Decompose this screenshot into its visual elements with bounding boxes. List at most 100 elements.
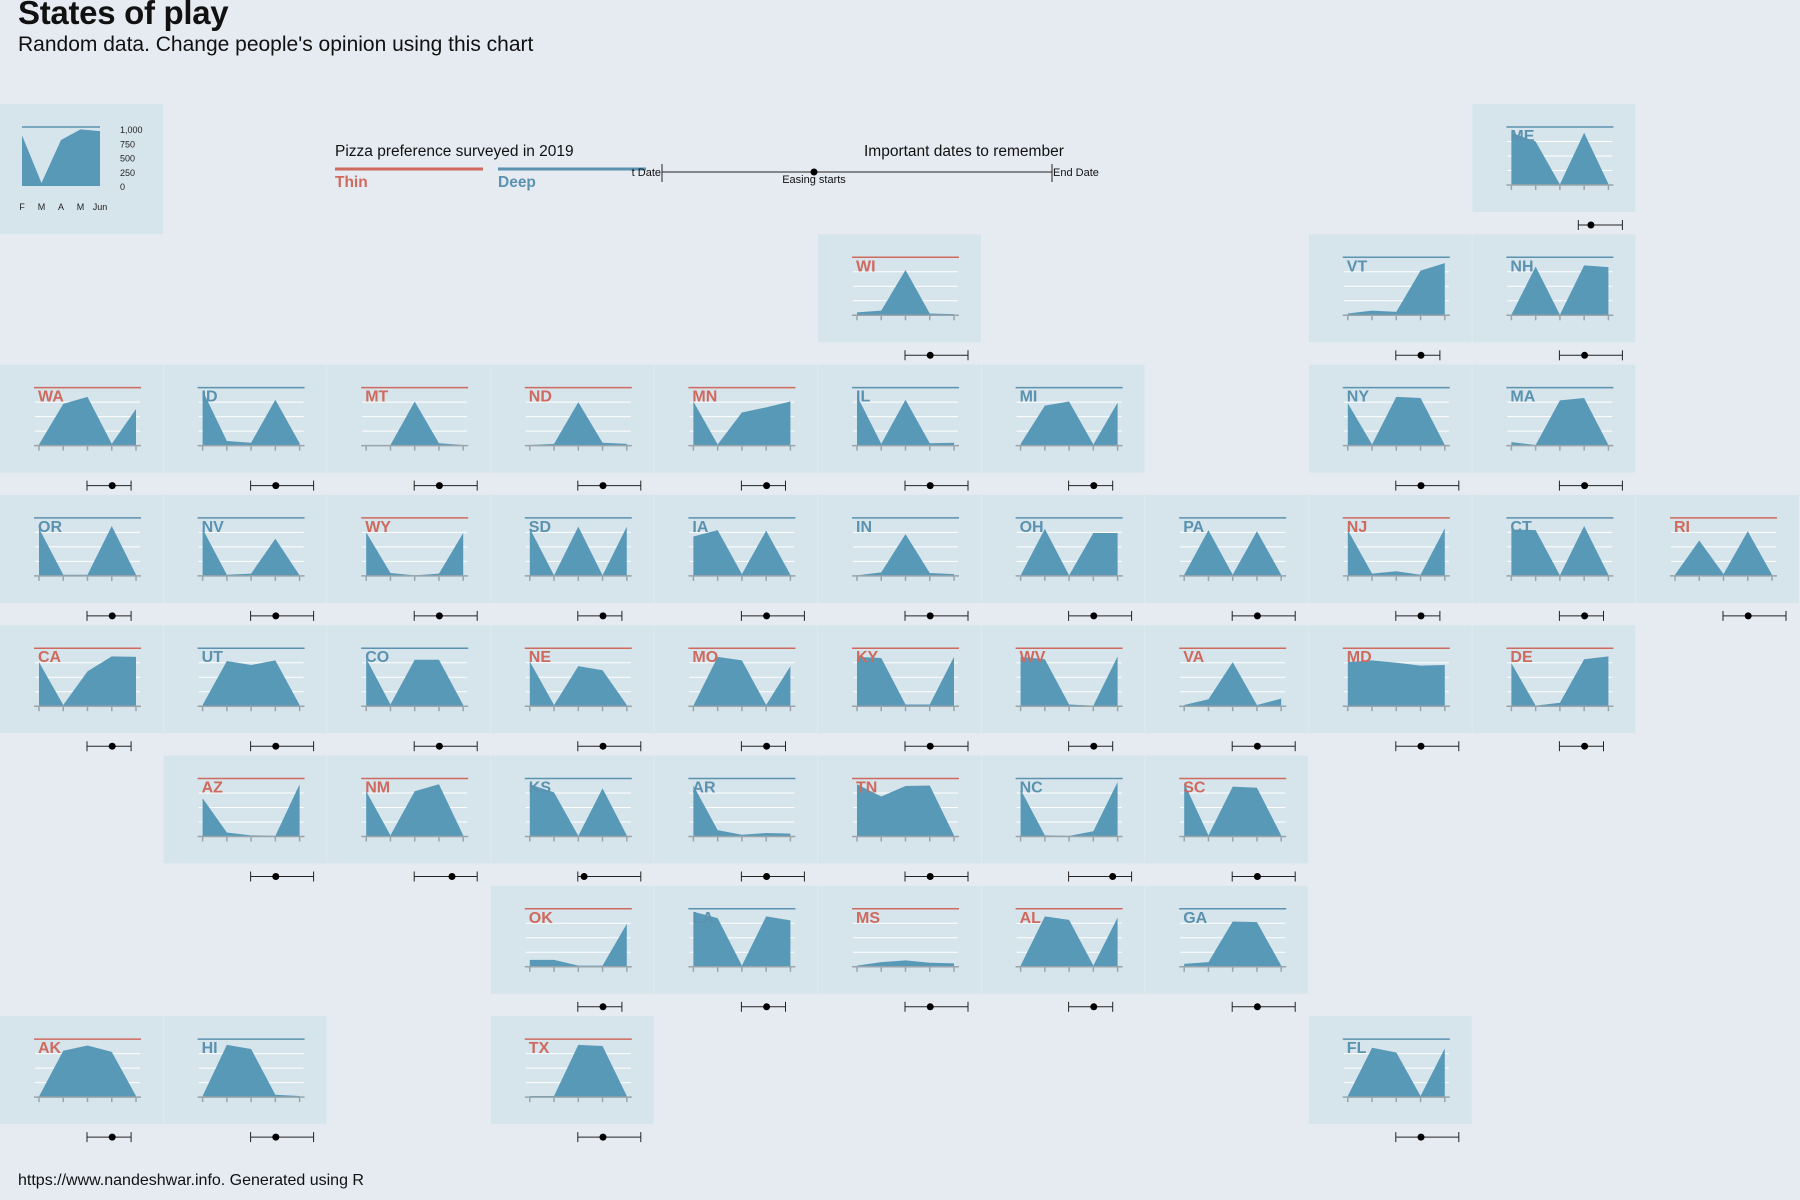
state-timeline: [86, 1132, 132, 1143]
state-tile-co: CO: [327, 625, 491, 752]
state-tile-sc: SC: [1145, 755, 1309, 882]
preference-area: [366, 401, 464, 446]
state-tile-hi: HI: [163, 1016, 327, 1143]
timeline-start-label: t Date: [632, 167, 661, 179]
state-timeline: [1395, 350, 1441, 361]
state-label: UT: [202, 649, 224, 666]
tile-background: [163, 755, 327, 864]
preference-area: [202, 390, 300, 446]
tile-background: [981, 755, 1145, 864]
timeline-dot: [272, 482, 280, 490]
state-label: HI: [202, 1040, 218, 1057]
state-timeline: [904, 741, 969, 752]
state-tile-ak: AK: [0, 1016, 163, 1143]
timeline-dot: [599, 612, 607, 620]
key-y-label: 750: [120, 139, 135, 149]
preference-area: [529, 923, 627, 967]
state-tile-ct: CT: [1472, 494, 1636, 621]
state-timeline: [1395, 610, 1441, 621]
state-tile-tx: TX: [490, 1016, 654, 1143]
key-y-labels: 1,000 750 500 250 0: [120, 125, 143, 192]
state-tile-sd: SD: [490, 494, 654, 621]
state-timeline: [577, 1001, 623, 1012]
timeline-dot: [763, 1003, 771, 1011]
timeline-dot: [1417, 612, 1425, 620]
state-label: DE: [1510, 649, 1533, 666]
timeline-dot: [1581, 742, 1589, 750]
preference-area: [1347, 528, 1445, 576]
tile-background: [1145, 494, 1309, 603]
key-panel: 1,000 750 500 250 0 F M A M Jun: [0, 104, 163, 234]
state-label: NY: [1347, 389, 1370, 406]
state-tile-ok: OK: [490, 885, 654, 1012]
state-timeline: [1231, 1001, 1296, 1012]
timeline-dot: [926, 1003, 934, 1011]
preference-area: [39, 1045, 136, 1098]
tile-background: [654, 364, 818, 473]
preference-area: [1184, 783, 1282, 837]
timeline-dot: [1090, 482, 1098, 490]
tile-background: [1472, 104, 1636, 212]
timeline-dot: [1090, 742, 1098, 750]
state-timeline: [1558, 350, 1623, 361]
key-x-labels: F M A M Jun: [19, 202, 107, 212]
timeline-dot: [599, 1003, 607, 1011]
preference-area: [1675, 531, 1772, 576]
tile-background: [818, 885, 981, 994]
timeline-legend: Important dates to remember t Date Easin…: [632, 143, 1099, 186]
key-x-label: A: [58, 202, 64, 212]
preference-area: [857, 960, 954, 967]
tile-background: [1472, 625, 1636, 734]
timeline-dot: [1109, 873, 1117, 880]
preference-area: [693, 401, 791, 446]
tile-background: [0, 625, 163, 734]
state-label: ND: [529, 389, 552, 406]
state-tile-ks: KS: [490, 755, 654, 882]
preference-area: [693, 785, 791, 837]
state-label: PA: [1183, 519, 1204, 536]
tile-background: [1472, 234, 1636, 343]
state-timeline: [740, 1001, 786, 1012]
preference-area: [857, 270, 954, 316]
state-label: KY: [856, 649, 879, 666]
timeline-dot: [1253, 742, 1261, 750]
preference-area: [857, 395, 954, 446]
state-timeline: [577, 480, 642, 491]
state-label: MO: [692, 649, 718, 666]
state-label: CA: [38, 649, 62, 666]
state-tile-nc: NC: [981, 755, 1145, 882]
timeline-dot: [1581, 612, 1589, 620]
state-timeline: [413, 610, 478, 621]
state-label: NV: [202, 519, 225, 536]
state-label: AZ: [202, 780, 224, 797]
state-timeline: [740, 610, 805, 621]
state-label: WI: [856, 258, 876, 275]
state-timeline: [1395, 480, 1460, 491]
state-label: NJ: [1347, 519, 1367, 536]
state-tile-az: AZ: [163, 755, 327, 882]
state-timeline: [577, 610, 623, 621]
preference-area: [1020, 401, 1118, 446]
tile-background: [490, 885, 654, 994]
timeline-dot: [108, 1133, 116, 1141]
key-y-label: 1,000: [120, 125, 143, 135]
state-label: OK: [529, 910, 553, 927]
state-label: KS: [529, 780, 552, 797]
key-x-label: F: [19, 202, 25, 212]
legend-title: Pizza preference surveyed in 2019: [335, 143, 574, 160]
state-tile-fl: FL: [1308, 1016, 1472, 1143]
state-timeline: [1395, 1132, 1460, 1143]
timeline-dot: [763, 482, 771, 490]
state-label: CO: [365, 649, 389, 666]
state-timeline: [250, 1132, 315, 1143]
state-timeline: [1577, 220, 1623, 230]
tile-background: [654, 494, 818, 603]
timeline-dot: [1090, 1003, 1098, 1011]
legend-deep-label: Deep: [498, 174, 536, 191]
legend: Pizza preference surveyed in 2019 Thin D…: [335, 143, 646, 191]
timeline-dot: [272, 873, 280, 880]
state-tile-mo: MO: [654, 625, 818, 752]
timeline-dot: [448, 873, 456, 880]
state-timeline: [413, 480, 478, 491]
state-timeline: [250, 610, 315, 621]
